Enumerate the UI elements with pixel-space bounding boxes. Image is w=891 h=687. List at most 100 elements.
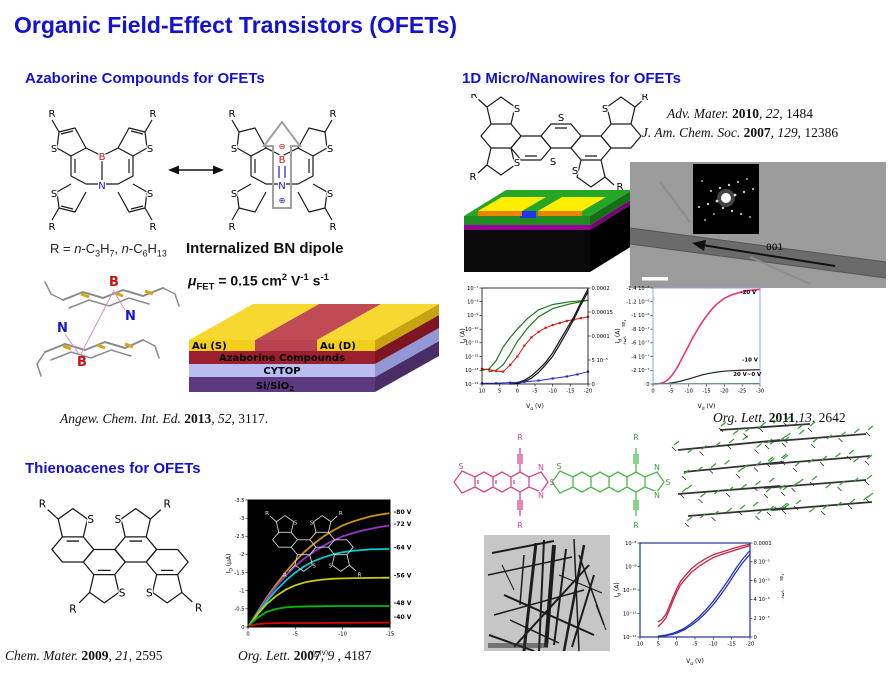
atom-n-icon: N xyxy=(538,491,544,500)
svg-text:VD (V): VD (V) xyxy=(310,650,328,657)
svg-text:0.0002: 0.0002 xyxy=(592,286,610,292)
atom-n-icon: N xyxy=(98,181,105,192)
atom-s-icon: S xyxy=(514,158,520,169)
atom-s-icon: S xyxy=(312,564,316,570)
svg-text:-30: -30 xyxy=(756,389,764,395)
atom-s-icon: S xyxy=(51,144,57,155)
heading-nanowires: 1D Micro/Nanowires for OFETs xyxy=(462,70,681,87)
svg-text:-15: -15 xyxy=(702,389,710,395)
citation-org-lett-2007: Org. Lett. 2007, 9 , 4187 xyxy=(238,648,372,663)
svg-text:-15: -15 xyxy=(727,642,735,648)
dipole-arrow-icon xyxy=(262,120,302,209)
svg-text:Vg (V): Vg (V) xyxy=(686,658,704,665)
svg-text:-2.5: -2.5 xyxy=(234,534,244,540)
atom-r-icon: R xyxy=(39,499,46,511)
svg-text:-5: -5 xyxy=(692,642,697,648)
atom-b-icon: B xyxy=(99,152,106,163)
atom-r-icon: R xyxy=(49,222,56,233)
svg-text:5: 5 xyxy=(498,389,501,395)
atom-r-icon: R xyxy=(164,499,171,511)
svg-text:-15: -15 xyxy=(386,632,394,638)
atom-s-icon: S xyxy=(558,113,564,124)
atom-r-icon: R xyxy=(69,603,76,615)
svg-text:-1.5: -1.5 xyxy=(234,570,244,576)
svg-text:-64 V: -64 V xyxy=(394,544,412,551)
atom-r-icon: R xyxy=(229,109,236,120)
atom-s-icon: S xyxy=(550,157,556,168)
citations-nanowires: Adv. Mater. 2010, 22, 1484 J. Am. Chem. … xyxy=(590,104,890,142)
atom-s-icon: S xyxy=(328,564,332,570)
atom-r-icon: R xyxy=(195,602,202,614)
atom-r-icon: R xyxy=(642,94,649,103)
svg-text:-15: -15 xyxy=(566,389,574,395)
svg-text:-10: -10 xyxy=(684,389,692,395)
azaborine-resonance-scheme: S S S S R R R R B N S S S xyxy=(47,108,337,234)
svg-text:-10 V: -10 V xyxy=(742,357,759,363)
svg-text:-8 10⁻⁷: -8 10⁻⁷ xyxy=(631,327,649,333)
svg-text:Ids1/2 (A)1/2: Ids1/2 (A)1/2 xyxy=(620,320,626,352)
svg-text:0.0001: 0.0001 xyxy=(754,541,772,547)
scale-bar xyxy=(488,643,548,648)
svg-text:10⁻¹³: 10⁻¹³ xyxy=(465,368,479,374)
atom-s-icon: S xyxy=(458,462,463,471)
atom-s-icon: S xyxy=(294,520,298,526)
svg-text:10⁻¹²: 10⁻¹² xyxy=(465,354,479,360)
substrate-layer xyxy=(189,377,375,392)
svg-text:2 10⁻⁵: 2 10⁻⁵ xyxy=(754,616,770,622)
mobility-value: μFET = 0.15 cm2 V-1 s-1 xyxy=(188,272,329,293)
atom-s-icon: S xyxy=(514,104,520,115)
atom-s-icon: S xyxy=(231,189,237,200)
atom-r-icon: R xyxy=(229,222,236,233)
azaborine-structure-right: S S S S R R R R ⊖ B N ⊕ xyxy=(227,108,337,234)
atom-n-icon: N xyxy=(57,321,68,336)
svg-text:Vg (V): Vg (V) xyxy=(526,403,544,410)
atom-r-icon: R xyxy=(633,521,639,530)
svg-text:10: 10 xyxy=(479,389,486,395)
r-group-definition: R = n-C3H7, n-C6H13 xyxy=(50,241,167,259)
chart-inset-molecule: S S S S R R R R xyxy=(265,511,361,579)
svg-text:10⁻¹⁴: 10⁻¹⁴ xyxy=(465,382,479,388)
atom-n-icon: N xyxy=(125,309,136,324)
svg-text:0: 0 xyxy=(675,642,678,648)
svg-text:-1.2 10⁻⁶: -1.2 10⁻⁶ xyxy=(626,300,649,306)
dielectric-label: CYTOP xyxy=(263,366,300,377)
citation-chem-mater: Chem. Mater. 2009, 21, 2595 xyxy=(5,648,163,663)
atom-s-icon: S xyxy=(87,514,94,526)
svg-text:0.00015: 0.00015 xyxy=(592,310,613,316)
atom-s-icon: S xyxy=(572,166,578,177)
svg-text:10⁻¹¹: 10⁻¹¹ xyxy=(623,611,637,617)
svg-text:10⁻⁸: 10⁻⁸ xyxy=(467,300,478,306)
heading-thienoacenes: Thienoacenes for OFETs xyxy=(25,460,201,477)
atom-r-icon: R xyxy=(265,511,269,517)
atom-s-icon: S xyxy=(51,189,57,200)
atom-n-icon: N xyxy=(654,463,660,472)
drain-electrode xyxy=(317,304,439,340)
citation-adv-mater: Adv. Mater. 2010, 22, 1484 xyxy=(667,106,813,121)
source-label: Au (S) xyxy=(192,341,227,352)
svg-text:-20: -20 xyxy=(720,389,728,395)
svg-text:-25: -25 xyxy=(738,389,746,395)
svg-text:0.0001: 0.0001 xyxy=(592,334,610,340)
atom-b-icon: B xyxy=(109,275,119,290)
atom-s-icon: S xyxy=(665,478,670,487)
atom-r-icon: R xyxy=(339,511,343,517)
atom-s-icon: S xyxy=(119,588,126,600)
atom-n-icon: N xyxy=(538,463,544,472)
svg-text:Id (A): Id (A) xyxy=(615,328,624,343)
svg-text:-1 10⁻⁶: -1 10⁻⁶ xyxy=(631,313,649,319)
atom-r-icon: R xyxy=(330,222,337,233)
svg-text:-72 V: -72 V xyxy=(394,521,412,528)
drain-label: Au (D) xyxy=(320,341,356,352)
atom-r-icon: R xyxy=(470,172,477,183)
nanowire-device-3d xyxy=(464,190,632,272)
atom-r-icon: R xyxy=(617,182,624,192)
svg-text:-3: -3 xyxy=(239,516,244,522)
substrate-label: Si/SiO2 xyxy=(256,381,294,393)
chart-thienoacene-output: 0 -5 -10 -15 -3.5 -3 -2.5 -2 -1.5 -1 -0.5 0 VD (V) ID… xyxy=(226,498,412,657)
nanowire-needles-image xyxy=(484,535,610,651)
svg-text:0: 0 xyxy=(651,389,654,395)
svg-text:10⁻⁸: 10⁻⁸ xyxy=(625,541,636,547)
tem-nanowire-image: 001 xyxy=(630,162,886,288)
svg-text:10⁻¹⁰: 10⁻¹⁰ xyxy=(465,327,479,333)
